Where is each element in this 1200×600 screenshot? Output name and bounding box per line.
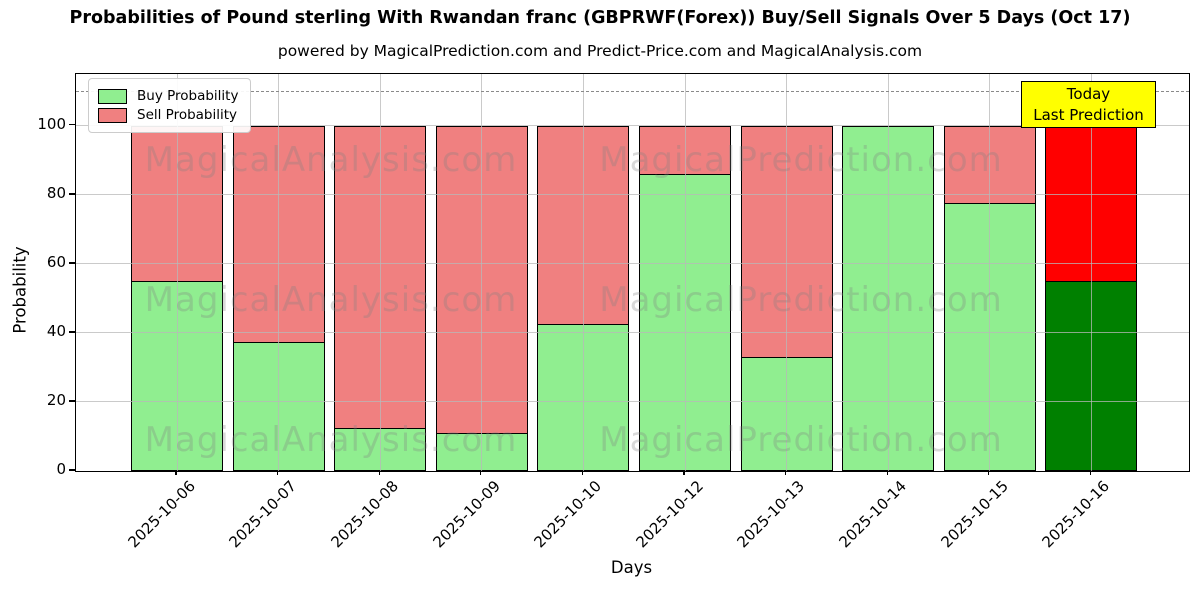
x-tick-label-text: 2025-10-08 [327,477,402,552]
gridline-vertical [379,74,381,471]
y-tick-mark [69,262,75,264]
x-tick-label-text: 2025-10-09 [429,477,504,552]
gridline-horizontal [76,332,1189,334]
x-tick-mark [784,470,787,475]
watermark-text: MagicalAnalysis.com [144,140,518,180]
y-tick-mark [69,469,75,471]
gridline-vertical [176,74,178,471]
gridline-horizontal [76,263,1189,265]
legend-label-buy: Buy Probability [137,88,239,104]
gridline-vertical [278,74,280,471]
x-tick-mark [988,470,990,475]
today-annotation: Today Last Prediction [1021,81,1156,128]
x-tick-mark [683,470,685,475]
gridline-vertical [786,74,788,471]
legend-item-buy: Buy Probability [98,88,238,104]
x-tick-label-text: 2025-10-13 [733,477,809,552]
gridline-vertical [481,74,483,471]
y-tick-label: 100 [37,114,66,133]
gridline-vertical [1090,74,1092,471]
x-tick-label-text: 2025-10-15 [937,477,1012,552]
watermark-text: MagicalPrediction.com [599,140,1003,180]
x-tick-label-text: 2025-10-07 [225,477,301,552]
x-tick-label-text: 2025-10-12 [632,477,707,552]
today-annotation-line2: Last Prediction [1033,106,1144,124]
chart-subtitle: powered by MagicalPrediction.com and Pre… [277,42,923,60]
legend: Buy Probability Sell Probability [88,78,252,133]
x-tick-mark [276,470,279,475]
watermark-text: MagicalPrediction.com [599,420,1003,460]
y-tick-label: 60 [46,252,66,271]
x-axis-title: Days [610,558,653,577]
x-tick-mark [175,470,177,475]
x-tick-mark [886,470,888,475]
y-tick-label: 40 [46,321,66,340]
x-tick-label-text: 2025-10-06 [124,477,199,552]
x-tick-mark [378,470,380,475]
x-tick-mark [480,470,482,475]
gridline-vertical [684,74,686,471]
y-tick-mark [69,124,75,126]
y-tick-mark [69,331,75,333]
y-tick-label: 80 [46,183,66,202]
watermark-text: MagicalPrediction.com [599,280,1003,320]
buy-swatch-icon [98,88,127,104]
legend-label-sell: Sell Probability [137,107,238,123]
x-tick-label-text: 2025-10-10 [530,477,606,552]
y-tick-mark [69,400,75,402]
gridline-horizontal [76,125,1189,127]
gridline-horizontal [76,194,1189,196]
watermark-text: MagicalAnalysis.com [144,280,518,320]
x-tick-mark [581,470,584,475]
x-tick-mark [1089,470,1092,475]
x-tick-label-text: 2025-10-14 [835,477,910,552]
legend-item-sell: Sell Probability [98,107,238,123]
gridline-vertical [582,74,584,471]
watermark-text: MagicalAnalysis.com [144,420,518,460]
chart-title: Probabilities of Pound sterling With Rwa… [69,8,1131,28]
y-tick-mark [69,193,75,195]
plot-area: MagicalAnalysis.com MagicalPrediction.com… [75,73,1190,472]
gridline-vertical [887,74,889,471]
gridline-horizontal [76,401,1189,403]
dashed-threshold-line [76,91,1189,93]
today-annotation-line1: Today [1066,85,1111,103]
gridline-vertical [989,74,991,471]
y-tick-label: 20 [46,390,66,409]
y-tick-label: 0 [56,460,66,478]
sell-swatch-icon [98,107,127,123]
x-tick-label-text: 2025-10-16 [1038,477,1114,552]
